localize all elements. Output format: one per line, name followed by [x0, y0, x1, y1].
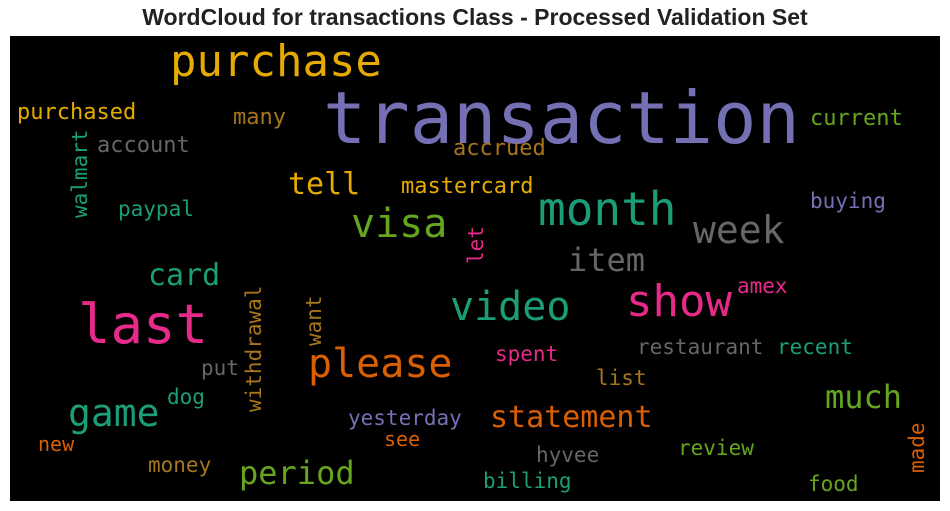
- word-restaurant: restaurant: [637, 335, 764, 359]
- word-week: week: [693, 208, 785, 252]
- word-walmart: walmart: [68, 129, 92, 218]
- word-purchase: purchase: [170, 36, 382, 87]
- word-amex: amex: [737, 274, 788, 298]
- word-cloud-canvas: transaction purchase last month show vis…: [10, 36, 940, 501]
- word-let: let: [464, 226, 488, 264]
- word-visa: visa: [351, 201, 448, 247]
- word-billing: billing: [483, 469, 572, 493]
- word-month: month: [538, 182, 677, 236]
- word-paypal: paypal: [118, 197, 194, 221]
- word-video: video: [450, 284, 571, 330]
- word-dog: dog: [167, 385, 205, 409]
- word-transaction: transaction: [323, 76, 800, 160]
- word-review: review: [678, 436, 754, 460]
- word-want: want: [302, 295, 326, 346]
- word-accrued: accrued: [453, 136, 546, 161]
- word-last: last: [78, 293, 209, 356]
- word-many: many: [233, 105, 286, 130]
- word-buying: buying: [810, 189, 886, 213]
- word-put: put: [201, 356, 239, 380]
- word-item: item: [568, 241, 646, 279]
- chart-title: WordCloud for transactions Class - Proce…: [142, 4, 808, 30]
- word-card: card: [148, 258, 221, 293]
- word-food: food: [808, 472, 859, 496]
- word-statement: statement: [490, 400, 653, 435]
- word-game: game: [68, 391, 160, 435]
- word-much: much: [825, 378, 903, 416]
- word-spent: spent: [495, 342, 559, 366]
- word-mastercard: mastercard: [401, 174, 534, 199]
- word-purchased: purchased: [17, 100, 137, 125]
- word-yesterday: yesterday: [348, 406, 462, 430]
- word-period: period: [239, 454, 355, 492]
- word-hyvee: hyvee: [536, 443, 600, 467]
- word-recent: recent: [777, 335, 853, 359]
- word-show: show: [626, 276, 732, 327]
- word-made: made: [905, 422, 929, 473]
- word-see: see: [384, 427, 421, 451]
- word-tell: tell: [288, 167, 361, 202]
- word-please: please: [308, 341, 453, 387]
- word-account: account: [97, 133, 190, 158]
- word-list: list: [596, 366, 647, 390]
- word-current: current: [810, 106, 903, 131]
- word-money: money: [148, 453, 212, 477]
- word-new: new: [38, 432, 75, 456]
- word-withdrawal: withdrawal: [242, 285, 266, 412]
